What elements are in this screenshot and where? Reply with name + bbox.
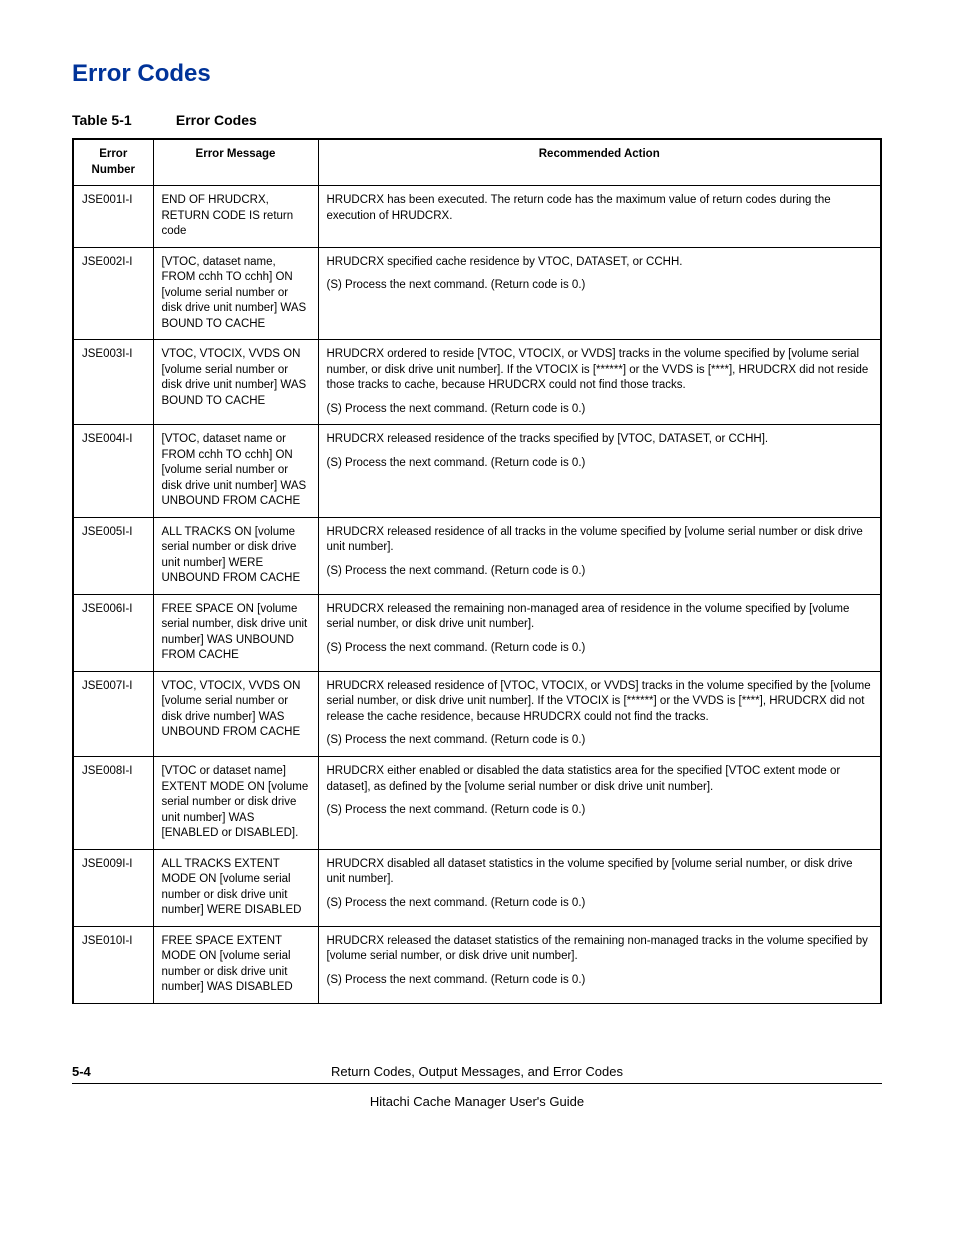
error-message-cell: ALL TRACKS EXTENT MODE ON [volume serial… — [153, 849, 318, 926]
error-message-cell: END OF HRUDCRX, RETURN CODE IS return co… — [153, 186, 318, 248]
error-message-cell: VTOC, VTOCIX, VVDS ON [volume serial num… — [153, 671, 318, 756]
error-number-cell: JSE007I-I — [73, 671, 153, 756]
error-number-cell: JSE006I-I — [73, 594, 153, 671]
error-number-cell: JSE005I-I — [73, 517, 153, 594]
footer-chapter-title: Return Codes, Output Messages, and Error… — [132, 1064, 822, 1079]
col-header-number: Error Number — [73, 139, 153, 186]
action-paragraph: (S) Process the next command. (Return co… — [327, 402, 873, 418]
error-number-cell: JSE010I-I — [73, 926, 153, 1003]
recommended-action-cell: HRUDCRX released residence of the tracks… — [318, 425, 881, 518]
table-row: JSE003I-IVTOC, VTOCIX, VVDS ON [volume s… — [73, 340, 881, 425]
recommended-action-cell: HRUDCRX released residence of all tracks… — [318, 517, 881, 594]
table-row: JSE004I-I[VTOC, dataset name or FROM cch… — [73, 425, 881, 518]
action-paragraph: (S) Process the next command. (Return co… — [327, 641, 873, 657]
recommended-action-cell: HRUDCRX ordered to reside [VTOC, VTOCIX,… — [318, 340, 881, 425]
error-number-cell: JSE001I-I — [73, 186, 153, 248]
error-message-cell: [VTOC or dataset name] EXTENT MODE ON [v… — [153, 756, 318, 849]
error-message-cell: FREE SPACE ON [volume serial number, dis… — [153, 594, 318, 671]
table-row: JSE008I-I[VTOC or dataset name] EXTENT M… — [73, 756, 881, 849]
error-message-cell: [VTOC, dataset name, FROM cchh TO cchh] … — [153, 247, 318, 340]
action-paragraph: HRUDCRX released the dataset statistics … — [327, 934, 873, 965]
recommended-action-cell: HRUDCRX released the remaining non-manag… — [318, 594, 881, 671]
table-caption-title: Error Codes — [176, 112, 257, 128]
action-paragraph: HRUDCRX released residence of the tracks… — [327, 432, 873, 448]
action-paragraph: HRUDCRX either enabled or disabled the d… — [327, 764, 873, 795]
action-paragraph: (S) Process the next command. (Return co… — [327, 564, 873, 580]
recommended-action-cell: HRUDCRX specified cache residence by VTO… — [318, 247, 881, 340]
table-caption: Table 5-1 Error Codes — [72, 112, 882, 128]
action-paragraph: HRUDCRX released residence of all tracks… — [327, 525, 873, 556]
action-paragraph: (S) Process the next command. (Return co… — [327, 456, 873, 472]
recommended-action-cell: HRUDCRX disabled all dataset statistics … — [318, 849, 881, 926]
error-number-cell: JSE003I-I — [73, 340, 153, 425]
action-paragraph: HRUDCRX disabled all dataset statistics … — [327, 857, 873, 888]
error-number-cell: JSE008I-I — [73, 756, 153, 849]
action-paragraph: (S) Process the next command. (Return co… — [327, 803, 873, 819]
action-paragraph: HRUDCRX has been executed. The return co… — [327, 193, 873, 224]
action-paragraph: HRUDCRX released residence of [VTOC, VTO… — [327, 679, 873, 726]
table-row: JSE007I-IVTOC, VTOCIX, VVDS ON [volume s… — [73, 671, 881, 756]
table-row: JSE002I-I[VTOC, dataset name, FROM cchh … — [73, 247, 881, 340]
table-header-row: Error Number Error Message Recommended A… — [73, 139, 881, 186]
col-header-action: Recommended Action — [318, 139, 881, 186]
recommended-action-cell: HRUDCRX released the dataset statistics … — [318, 926, 881, 1003]
table-row: JSE005I-IALL TRACKS ON [volume serial nu… — [73, 517, 881, 594]
table-caption-number: Table 5-1 — [72, 112, 172, 128]
section-title: Error Codes — [72, 60, 882, 88]
action-paragraph: (S) Process the next command. (Return co… — [327, 973, 873, 989]
error-message-cell: FREE SPACE EXTENT MODE ON [volume serial… — [153, 926, 318, 1003]
recommended-action-cell: HRUDCRX released residence of [VTOC, VTO… — [318, 671, 881, 756]
action-paragraph: (S) Process the next command. (Return co… — [327, 733, 873, 749]
col-header-message: Error Message — [153, 139, 318, 186]
error-number-cell: JSE009I-I — [73, 849, 153, 926]
error-message-cell: [VTOC, dataset name or FROM cchh TO cchh… — [153, 425, 318, 518]
action-paragraph: HRUDCRX specified cache residence by VTO… — [327, 255, 873, 271]
action-paragraph: HRUDCRX ordered to reside [VTOC, VTOCIX,… — [327, 347, 873, 394]
page-footer: 5-4 Return Codes, Output Messages, and E… — [72, 1064, 882, 1109]
recommended-action-cell: HRUDCRX either enabled or disabled the d… — [318, 756, 881, 849]
error-codes-table: Error Number Error Message Recommended A… — [72, 138, 882, 1004]
action-paragraph: (S) Process the next command. (Return co… — [327, 896, 873, 912]
table-row: JSE006I-IFREE SPACE ON [volume serial nu… — [73, 594, 881, 671]
footer-doc-title: Hitachi Cache Manager User's Guide — [72, 1094, 882, 1109]
action-paragraph: HRUDCRX released the remaining non-manag… — [327, 602, 873, 633]
footer-page-number: 5-4 — [72, 1064, 132, 1079]
table-row: JSE010I-IFREE SPACE EXTENT MODE ON [volu… — [73, 926, 881, 1003]
error-message-cell: VTOC, VTOCIX, VVDS ON [volume serial num… — [153, 340, 318, 425]
error-number-cell: JSE004I-I — [73, 425, 153, 518]
recommended-action-cell: HRUDCRX has been executed. The return co… — [318, 186, 881, 248]
table-row: JSE009I-IALL TRACKS EXTENT MODE ON [volu… — [73, 849, 881, 926]
error-number-cell: JSE002I-I — [73, 247, 153, 340]
action-paragraph: (S) Process the next command. (Return co… — [327, 278, 873, 294]
table-row: JSE001I-IEND OF HRUDCRX, RETURN CODE IS … — [73, 186, 881, 248]
error-message-cell: ALL TRACKS ON [volume serial number or d… — [153, 517, 318, 594]
